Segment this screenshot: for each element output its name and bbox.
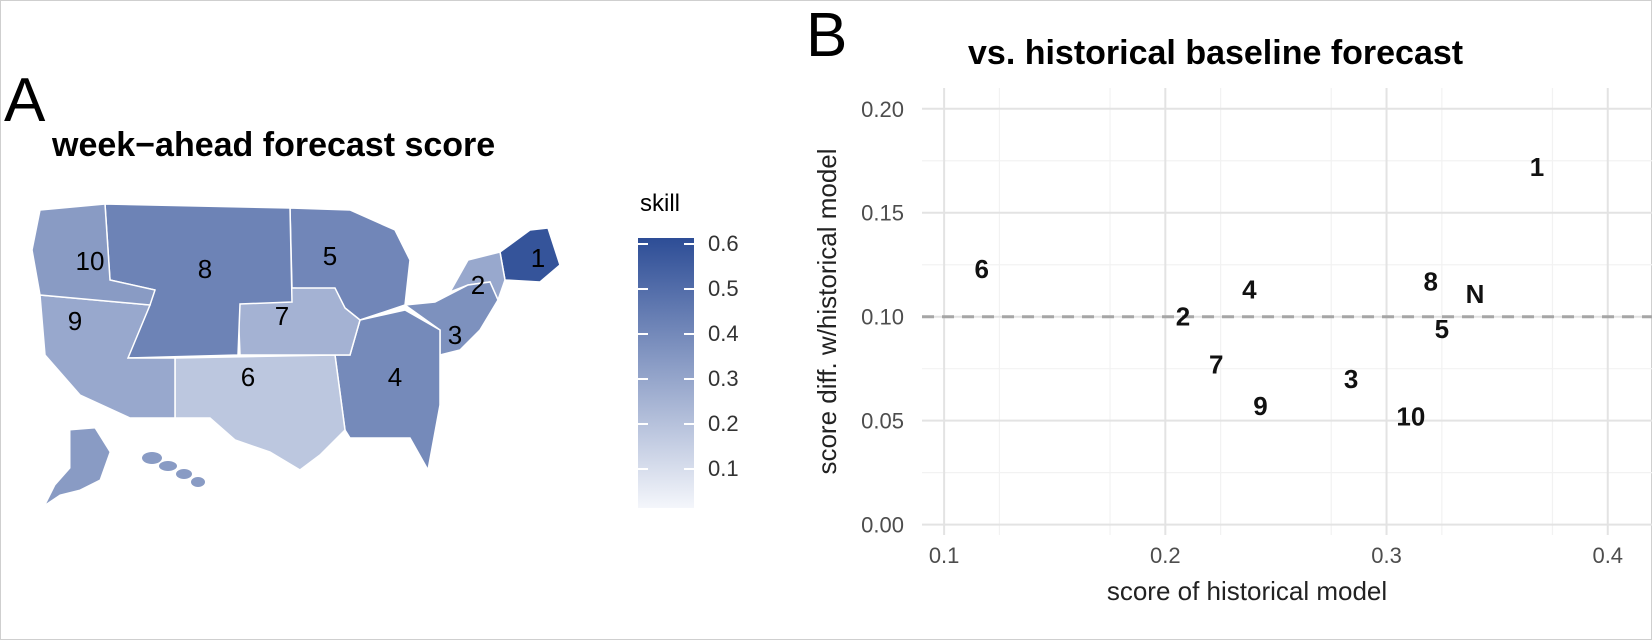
y-tick-label: 0.15 [861,201,904,226]
x-tick-label: 0.2 [1150,543,1181,568]
point-label-9: 9 [1253,391,1267,421]
region-label-5: 5 [323,241,337,271]
point-label-7: 7 [1209,350,1223,380]
point-label-6: 6 [974,254,988,284]
panel-b-letter: B [806,1,848,70]
region-label-1: 1 [531,243,545,273]
legend-tick-label: 0.5 [708,276,739,301]
hawaii-island [142,452,162,464]
y-axis-title: score diff. w/historical model [812,148,842,474]
x-axis-title: score of historical model [1107,576,1387,606]
region-label-2: 2 [471,270,485,300]
region-label-9: 9 [68,306,82,336]
point-label-1: 1 [1530,152,1544,182]
point-label-8: 8 [1424,266,1438,296]
y-tick-label: 0.10 [861,305,904,330]
legend-tick-label: 0.1 [708,456,739,481]
panel-a-title: week−ahead forecast score [52,126,496,164]
region-label-3: 3 [448,320,462,350]
region-label-10: 10 [76,246,105,276]
region-label-6: 6 [241,362,255,392]
region-label-4: 4 [388,362,402,392]
legend-title: skill [640,190,680,217]
point-label-3: 3 [1344,364,1358,394]
x-tick-label: 0.4 [1592,543,1623,568]
point-label-5: 5 [1435,314,1449,344]
point-label-4: 4 [1242,275,1257,305]
legend-tick-label: 0.3 [708,366,739,391]
scatter-plot: 1 2 3 4 5 6 7 8 9 10 N 0.1 0.2 0.3 0.4 0.00 0.05 0.10 0.1… [812,88,1652,606]
panel-a-letter: A [4,66,46,135]
region-label-7: 7 [275,301,289,331]
legend-tick-label: 0.2 [708,411,739,436]
legend-bar [638,238,694,508]
point-label-10: 10 [1396,401,1425,431]
hawaii-island [176,469,192,479]
x-tick-label: 0.3 [1371,543,1402,568]
legend-colorbar [638,238,694,508]
y-tick-label: 0.05 [861,409,904,434]
point-label-2: 2 [1176,302,1190,332]
region-10 [31,203,156,306]
hawaii-island [159,461,177,471]
y-tick-label: 0.20 [861,97,904,122]
region-6 [174,354,346,471]
legend-tick-label: 0.4 [708,321,739,346]
region-9 [39,294,176,419]
legend-tick-label: 0.6 [708,231,739,256]
panel-b-title: vs. historical baseline forecast [968,34,1464,72]
alaska-shape [43,427,111,507]
point-label-N: N [1466,279,1485,309]
y-tick-label: 0.00 [861,513,904,538]
hawaii-island [191,477,205,487]
region-label-8: 8 [198,254,212,284]
x-tick-label: 0.1 [929,543,960,568]
